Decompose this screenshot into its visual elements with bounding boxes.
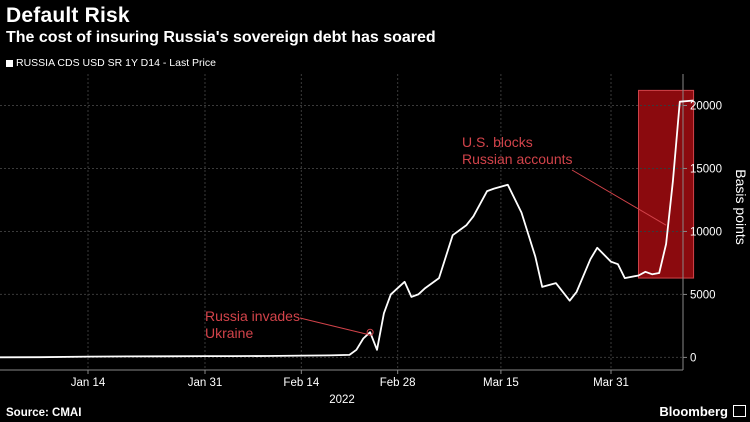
- x-axis-title: 2022: [329, 394, 355, 406]
- legend-label: RUSSIA CDS USD SR 1Y D14 - Last Price: [16, 57, 216, 69]
- y-tick-label: 5000: [690, 289, 716, 301]
- annotation-label: U.S. blocks: [462, 134, 533, 150]
- x-tick-label: Mar 31: [593, 377, 629, 389]
- annotation-leader: [299, 317, 368, 335]
- legend: RUSSIA CDS USD SR 1Y D14 - Last Price: [6, 57, 216, 69]
- x-tick-label: Feb 28: [380, 377, 416, 389]
- annotation-marker: [366, 328, 374, 336]
- annotation-label: Russia invades: [205, 308, 300, 324]
- x-tick-label: Jan 31: [188, 377, 223, 389]
- legend-swatch: [6, 59, 13, 67]
- x-tick-label: Jan 14: [71, 377, 106, 389]
- chart-subtitle: The cost of insuring Russia's sovereign …: [6, 29, 436, 46]
- y-tick-label: 10000: [690, 226, 722, 238]
- series-line: [0, 99, 694, 359]
- y-tick-label: 20000: [690, 100, 722, 112]
- y-tick-label: 0: [690, 352, 696, 364]
- annotation-leader: [571, 169, 667, 226]
- source-note: Source: CMAI: [6, 407, 82, 419]
- chart-title: Default Risk: [6, 4, 130, 27]
- y-axis-title: Basis points: [733, 169, 749, 244]
- y-tick-label: 15000: [690, 163, 722, 175]
- x-tick-label: Feb 14: [283, 377, 319, 389]
- annotation-label: Ukraine: [205, 325, 253, 341]
- highlight-box: [638, 89, 695, 279]
- brand-mark-icon: [733, 405, 746, 417]
- x-tick-label: Mar 15: [483, 377, 519, 389]
- brand-logo: Bloomberg: [659, 404, 728, 419]
- annotation-label: Russian accounts: [462, 151, 573, 167]
